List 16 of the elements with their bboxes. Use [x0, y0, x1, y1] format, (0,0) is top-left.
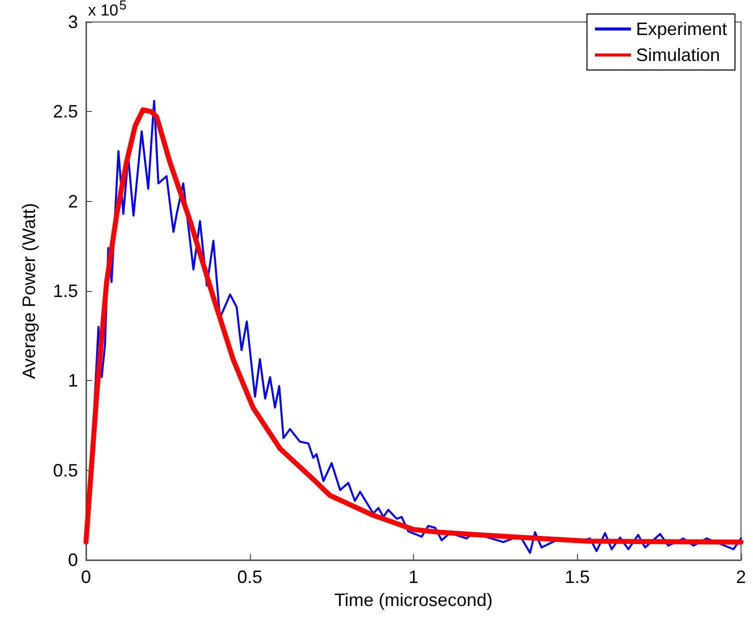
x-tick-label: 0.5 — [237, 567, 262, 587]
legend-label: Experiment — [636, 19, 728, 39]
y-tick-label: 0 — [68, 550, 78, 570]
y-axis-title: Average Power (Watt) — [19, 202, 39, 380]
y-tick-label: 1 — [68, 370, 78, 391]
y-tick-label: 2.5 — [52, 102, 78, 122]
y-tick-label: 0.5 — [52, 460, 78, 480]
y-tick-label: 2 — [68, 191, 78, 212]
legend-label: Simulation — [636, 45, 720, 65]
x-axis-title: Time (microsecond) — [334, 590, 493, 610]
y-tick-label: 1.5 — [52, 281, 78, 301]
x-tick-label: 1.5 — [564, 567, 590, 587]
y-tick-label: 3 — [68, 12, 78, 32]
x-tick-label: 1 — [408, 567, 419, 587]
x-tick-label: 2 — [736, 567, 746, 587]
x-tick-label: 0 — [80, 567, 92, 587]
